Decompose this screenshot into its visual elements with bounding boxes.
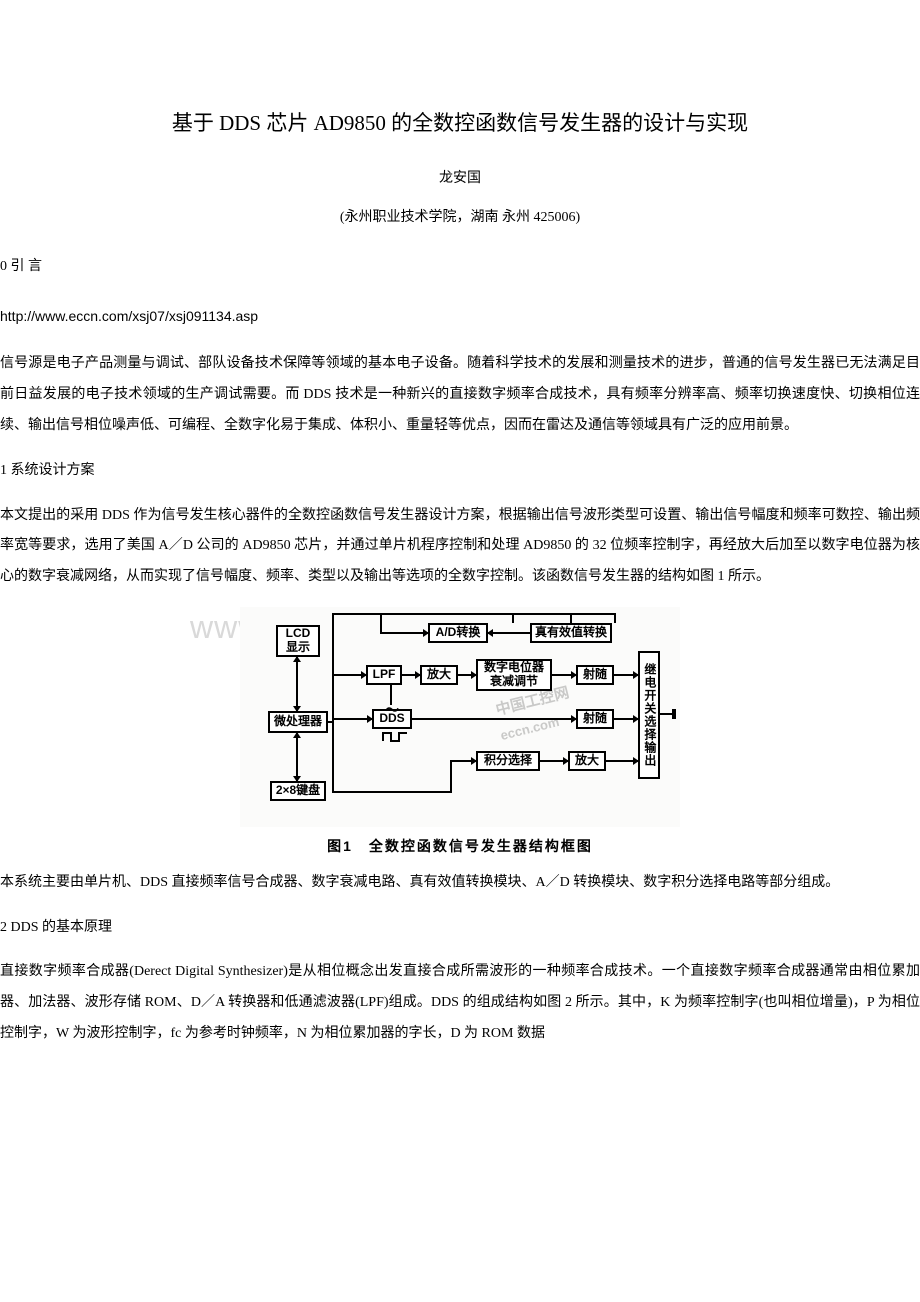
doc-title: 基于 DDS 芯片 AD9850 的全数控函数信号发生器的设计与实现 [0,100,920,146]
node-follower-1: 射随 [576,665,614,685]
node-adc: A/D转换 [428,623,488,643]
figure-watermark-en: eccn.com [497,708,562,750]
node-dpot: 数字电位器衰减调节 [476,659,552,691]
paragraph-4: 直接数字频率合成器(Derect Digital Synthesizer)是从相… [0,957,920,1049]
sine-icon: 〜 [385,697,399,728]
node-integrator-select: 积分选择 [476,751,540,771]
figure-1: 中国工控网 eccn.com LCD显示 微处理器 2×8键盘 A/D转换 真有… [0,607,920,864]
figure-1-diagram: 中国工控网 eccn.com LCD显示 微处理器 2×8键盘 A/D转换 真有… [240,607,680,827]
section-2-heading: 2 DDS 的基本原理 [0,913,920,944]
node-lcd: LCD显示 [276,625,320,657]
section-1-heading: 1 系统设计方案 [0,456,920,487]
node-lpf: LPF [366,665,402,685]
doc-author: 龙安国 [0,164,920,195]
node-relay-output: 继电开关选择输出 [638,651,660,779]
node-follower-2: 射随 [576,709,614,729]
paragraph-3: 本系统主要由单片机、DDS 直接频率信号合成器、数字衰减电路、真有效值转换模块、… [0,868,920,899]
doc-affiliation: (永州职业技术学院，湖南 永州 425006) [0,203,920,234]
section-0-heading: 0 引 言 [0,252,920,283]
paragraph-2: 本文提出的采用 DDS 作为信号发生核心器件的全数控函数信号发生器设计方案，根据… [0,501,920,593]
source-url: http://www.eccn.com/xsj07/xsj091134.asp [0,301,920,332]
node-amp2: 放大 [568,751,606,771]
figure-1-caption: 图1 全数控函数信号发生器结构框图 [240,831,680,862]
square-wave-icon [382,731,408,743]
paragraph-1: 信号源是电子产品测量与调试、部队设备技术保障等领域的基本电子设备。随着科学技术的… [0,349,920,441]
node-mcu: 微处理器 [268,711,328,733]
node-rms: 真有效值转换 [530,623,612,643]
node-keypad: 2×8键盘 [270,781,326,801]
node-amp1: 放大 [420,665,458,685]
